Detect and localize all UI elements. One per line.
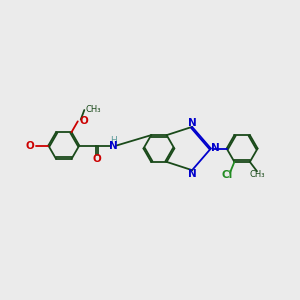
Text: N: N xyxy=(110,140,118,151)
Text: O: O xyxy=(80,116,88,126)
Text: CH₃: CH₃ xyxy=(249,170,265,179)
Text: N: N xyxy=(211,143,219,153)
Text: N: N xyxy=(188,118,197,128)
Text: O: O xyxy=(25,140,34,151)
Text: H: H xyxy=(110,136,117,145)
Text: O: O xyxy=(92,154,101,164)
Text: CH₃: CH₃ xyxy=(86,105,101,114)
Text: N: N xyxy=(188,169,197,179)
Text: Cl: Cl xyxy=(221,170,233,180)
